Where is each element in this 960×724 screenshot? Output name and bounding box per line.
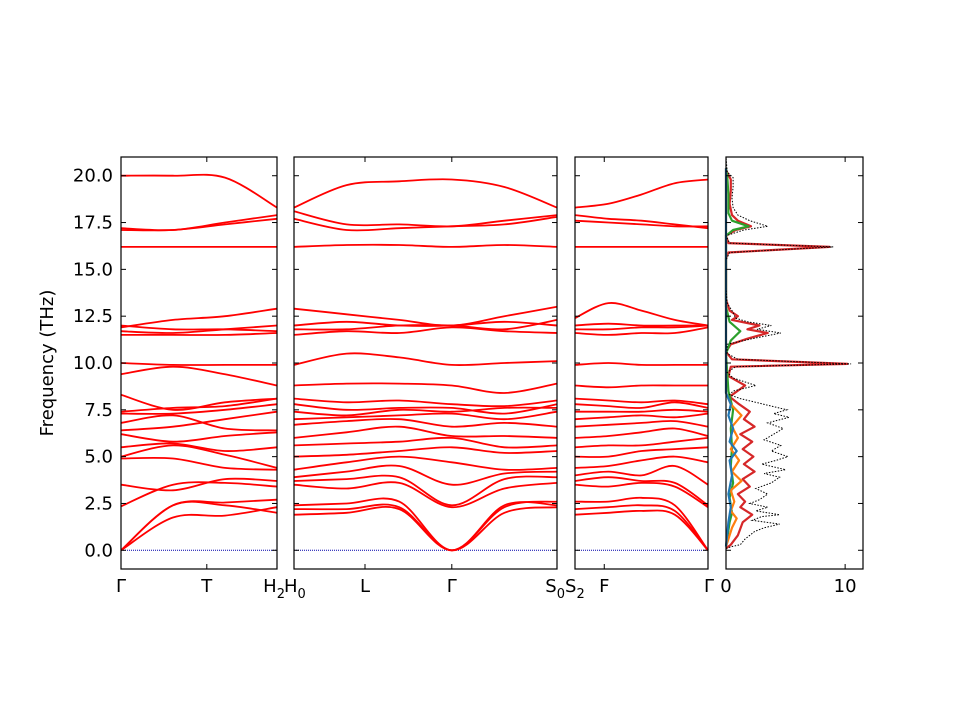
band-branch-p3-11	[574, 412, 709, 421]
band-branch-p1-0	[120, 506, 278, 552]
band-branch-p3-7	[574, 446, 709, 458]
dos-x-tick-label: 0	[720, 576, 731, 597]
band-branch-p2-5	[293, 464, 558, 486]
x-tick-label: H0	[284, 576, 306, 602]
band-branch-p3-10	[574, 420, 709, 428]
band-branch-p2-7	[293, 446, 558, 458]
y-tick-label: 10.0	[73, 353, 113, 374]
dos-x-tick-label: 10	[834, 576, 857, 597]
band-branch-p3-0	[574, 509, 709, 551]
band-branch-p2-16	[293, 352, 558, 367]
band-branch-p3-23	[574, 214, 709, 230]
x-tick-label: L	[360, 576, 370, 597]
band-branch-p2-18	[293, 319, 558, 331]
band-branch-p1-10	[120, 414, 278, 432]
band-branch-p3-2	[574, 496, 709, 551]
x-tick-label: S0	[545, 576, 565, 602]
band-branch-p2-21	[293, 243, 558, 248]
band-branch-p3-20	[574, 302, 709, 327]
band-branch-p3-6	[574, 455, 709, 469]
band-branch-p1-22	[120, 214, 278, 232]
band-branch-p1-14	[120, 365, 278, 387]
band-branch-p2-12	[293, 406, 558, 417]
band-branch-p3-15	[574, 384, 708, 389]
y-tick-label: 5.0	[84, 447, 113, 468]
y-tick-label: 2.5	[84, 493, 113, 514]
band-branch-p2-9	[293, 425, 558, 439]
band-branch-p2-2	[293, 497, 558, 552]
band-branch-p1-18	[120, 307, 278, 329]
band-branch-p1-2	[120, 500, 278, 551]
partial-dos-line-2	[724, 168, 743, 547]
x-tick-label: S2	[565, 576, 585, 602]
band-branch-p1-5	[120, 456, 278, 471]
data-lines	[120, 156, 852, 552]
band-branch-p2-15	[293, 382, 558, 394]
band-branch-p3-19	[574, 322, 708, 327]
y-axis-label: Frequency (THz)	[37, 290, 58, 437]
x-tick-label: H2	[263, 576, 285, 602]
x-tick-label: F	[599, 576, 609, 597]
band-branch-p1-17	[120, 324, 278, 334]
band-branch-p1-1	[120, 498, 278, 551]
band-branch-p3-16	[574, 362, 708, 366]
y-tick-label: 17.5	[73, 213, 113, 234]
axis-ticks	[121, 157, 863, 569]
band-branch-p2-19	[293, 320, 558, 327]
band-branch-p2-6	[293, 455, 558, 471]
band-branch-p2-17	[293, 326, 558, 336]
band-branch-p2-23	[293, 210, 558, 228]
band-branch-p3-3	[574, 481, 709, 508]
band-branch-p3-18	[574, 324, 709, 331]
axis-labels: Γ T H2 H0 L Γ S0 S2 F Γ0.02.55.07.510.012.515.017…	[37, 166, 857, 602]
band-branch-p3-24	[574, 178, 709, 209]
band-branch-p2-10	[293, 418, 558, 428]
band-branch-p1-4	[120, 477, 278, 492]
band-branch-p3-14	[574, 397, 709, 406]
band-branch-p1-6	[120, 444, 278, 469]
band-branch-p1-3	[120, 481, 278, 508]
band-branch-p2-22	[293, 216, 558, 232]
band-branch-p1-7	[120, 442, 278, 452]
band-branch-p3-4	[574, 476, 709, 507]
band-branch-p2-1	[293, 503, 558, 552]
total-dos-line	[725, 156, 852, 549]
y-tick-label: 7.5	[84, 400, 113, 421]
x-tick-label: Γ	[704, 576, 714, 597]
band-branch-p2-4	[293, 474, 558, 507]
band-branch-p2-24	[293, 178, 558, 209]
band-branch-p2-20	[293, 305, 558, 327]
band-branch-p1-15	[120, 362, 277, 366]
band-branch-p1-11	[120, 403, 278, 415]
y-tick-label: 12.5	[73, 306, 113, 327]
band-branch-p1-8	[120, 431, 278, 443]
band-branch-p2-14	[293, 397, 558, 408]
band-branch-p1-19	[120, 324, 278, 333]
band-branch-p1-16	[121, 332, 278, 336]
band-branch-p3-5	[574, 465, 709, 486]
band-branch-p3-8	[574, 437, 709, 449]
y-tick-label: 0.0	[84, 540, 113, 561]
band-branch-p3-12	[574, 408, 709, 413]
band-branch-p1-23	[120, 173, 278, 209]
partial-dos-line-3	[724, 168, 738, 547]
band-branch-p3-9	[574, 427, 709, 439]
band-branch-p3-13	[574, 401, 709, 409]
y-tick-label: 15.0	[73, 259, 113, 280]
band-branch-p2-8	[293, 436, 558, 449]
x-tick-label: Γ	[447, 576, 457, 597]
band-branch-p2-11	[293, 410, 558, 421]
band-branch-p1-9	[120, 410, 278, 432]
partial-dos-line-1	[724, 168, 750, 547]
y-tick-label: 20.0	[73, 166, 113, 187]
band-branch-p2-13	[293, 403, 558, 415]
band-branch-p3-17	[574, 326, 709, 336]
x-tick-label: T	[200, 576, 213, 597]
band-branch-p2-3	[293, 481, 558, 509]
band-branch-p3-1	[574, 504, 709, 551]
x-tick-label: Γ	[116, 576, 126, 597]
band-branch-p1-13	[120, 393, 278, 411]
